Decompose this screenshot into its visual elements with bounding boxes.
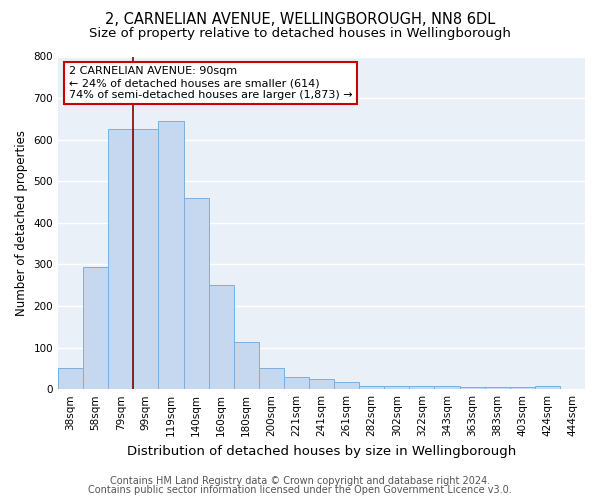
Bar bbox=[58, 368, 83, 389]
Y-axis label: Number of detached properties: Number of detached properties bbox=[15, 130, 28, 316]
X-axis label: Distribution of detached houses by size in Wellingborough: Distribution of detached houses by size … bbox=[127, 444, 516, 458]
Bar bbox=[108, 130, 133, 389]
Bar bbox=[233, 342, 259, 389]
Text: Size of property relative to detached houses in Wellingborough: Size of property relative to detached ho… bbox=[89, 28, 511, 40]
Bar bbox=[409, 386, 434, 389]
Bar bbox=[309, 379, 334, 389]
Bar bbox=[133, 130, 158, 389]
Bar bbox=[460, 387, 485, 389]
Bar bbox=[359, 386, 384, 389]
Bar bbox=[259, 368, 284, 389]
Text: 2, CARNELIAN AVENUE, WELLINGBOROUGH, NN8 6DL: 2, CARNELIAN AVENUE, WELLINGBOROUGH, NN8… bbox=[105, 12, 495, 28]
Bar bbox=[384, 386, 409, 389]
Text: Contains public sector information licensed under the Open Government Licence v3: Contains public sector information licen… bbox=[88, 485, 512, 495]
Text: 2 CARNELIAN AVENUE: 90sqm
← 24% of detached houses are smaller (614)
74% of semi: 2 CARNELIAN AVENUE: 90sqm ← 24% of detac… bbox=[68, 66, 352, 100]
Text: Contains HM Land Registry data © Crown copyright and database right 2024.: Contains HM Land Registry data © Crown c… bbox=[110, 476, 490, 486]
Bar bbox=[510, 387, 535, 389]
Bar bbox=[485, 387, 510, 389]
Bar bbox=[284, 376, 309, 389]
Bar bbox=[334, 382, 359, 389]
Bar bbox=[184, 198, 209, 389]
Bar bbox=[535, 386, 560, 389]
Bar bbox=[209, 285, 233, 389]
Bar bbox=[434, 386, 460, 389]
Bar bbox=[158, 121, 184, 389]
Bar bbox=[83, 266, 108, 389]
